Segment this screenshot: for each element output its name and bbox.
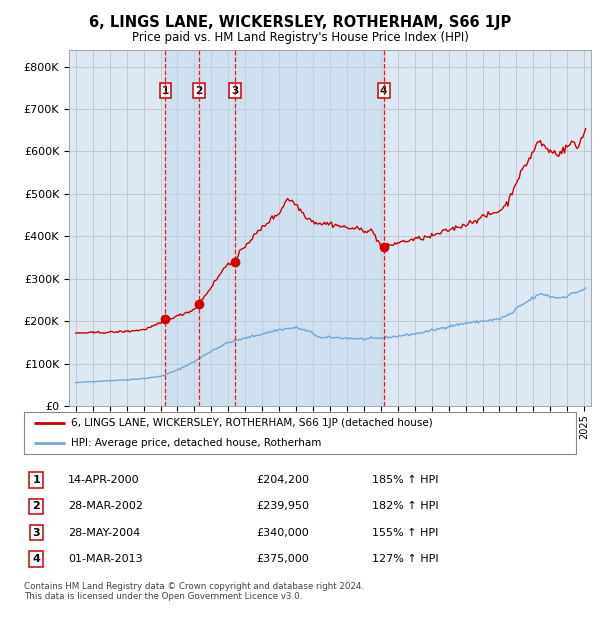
Text: 155% ↑ HPI: 155% ↑ HPI bbox=[372, 528, 438, 538]
Text: 3: 3 bbox=[232, 86, 239, 95]
Text: 2: 2 bbox=[195, 86, 202, 95]
Text: £204,200: £204,200 bbox=[256, 475, 309, 485]
Text: 182% ↑ HPI: 182% ↑ HPI bbox=[372, 502, 439, 512]
Text: £239,950: £239,950 bbox=[256, 502, 309, 512]
Text: Price paid vs. HM Land Registry's House Price Index (HPI): Price paid vs. HM Land Registry's House … bbox=[131, 31, 469, 44]
FancyBboxPatch shape bbox=[24, 412, 576, 454]
Text: 14-APR-2000: 14-APR-2000 bbox=[68, 475, 140, 485]
Text: Contains HM Land Registry data © Crown copyright and database right 2024.
This d: Contains HM Land Registry data © Crown c… bbox=[24, 582, 364, 601]
Text: 1: 1 bbox=[32, 475, 40, 485]
Text: 3: 3 bbox=[32, 528, 40, 538]
Text: 4: 4 bbox=[380, 86, 388, 95]
Text: 01-MAR-2013: 01-MAR-2013 bbox=[68, 554, 143, 564]
Text: 1: 1 bbox=[162, 86, 169, 95]
Text: HPI: Average price, detached house, Rotherham: HPI: Average price, detached house, Roth… bbox=[71, 438, 321, 448]
Text: £340,000: £340,000 bbox=[256, 528, 308, 538]
Text: 2: 2 bbox=[32, 502, 40, 512]
Text: 28-MAR-2002: 28-MAR-2002 bbox=[68, 502, 143, 512]
Text: 127% ↑ HPI: 127% ↑ HPI bbox=[372, 554, 439, 564]
Text: 6, LINGS LANE, WICKERSLEY, ROTHERHAM, S66 1JP: 6, LINGS LANE, WICKERSLEY, ROTHERHAM, S6… bbox=[89, 16, 511, 30]
Text: 4: 4 bbox=[32, 554, 40, 564]
Text: 185% ↑ HPI: 185% ↑ HPI bbox=[372, 475, 438, 485]
Text: 28-MAY-2004: 28-MAY-2004 bbox=[68, 528, 140, 538]
Text: £375,000: £375,000 bbox=[256, 554, 308, 564]
Text: 6, LINGS LANE, WICKERSLEY, ROTHERHAM, S66 1JP (detached house): 6, LINGS LANE, WICKERSLEY, ROTHERHAM, S6… bbox=[71, 418, 433, 428]
Bar bbox=[166, 50, 383, 406]
